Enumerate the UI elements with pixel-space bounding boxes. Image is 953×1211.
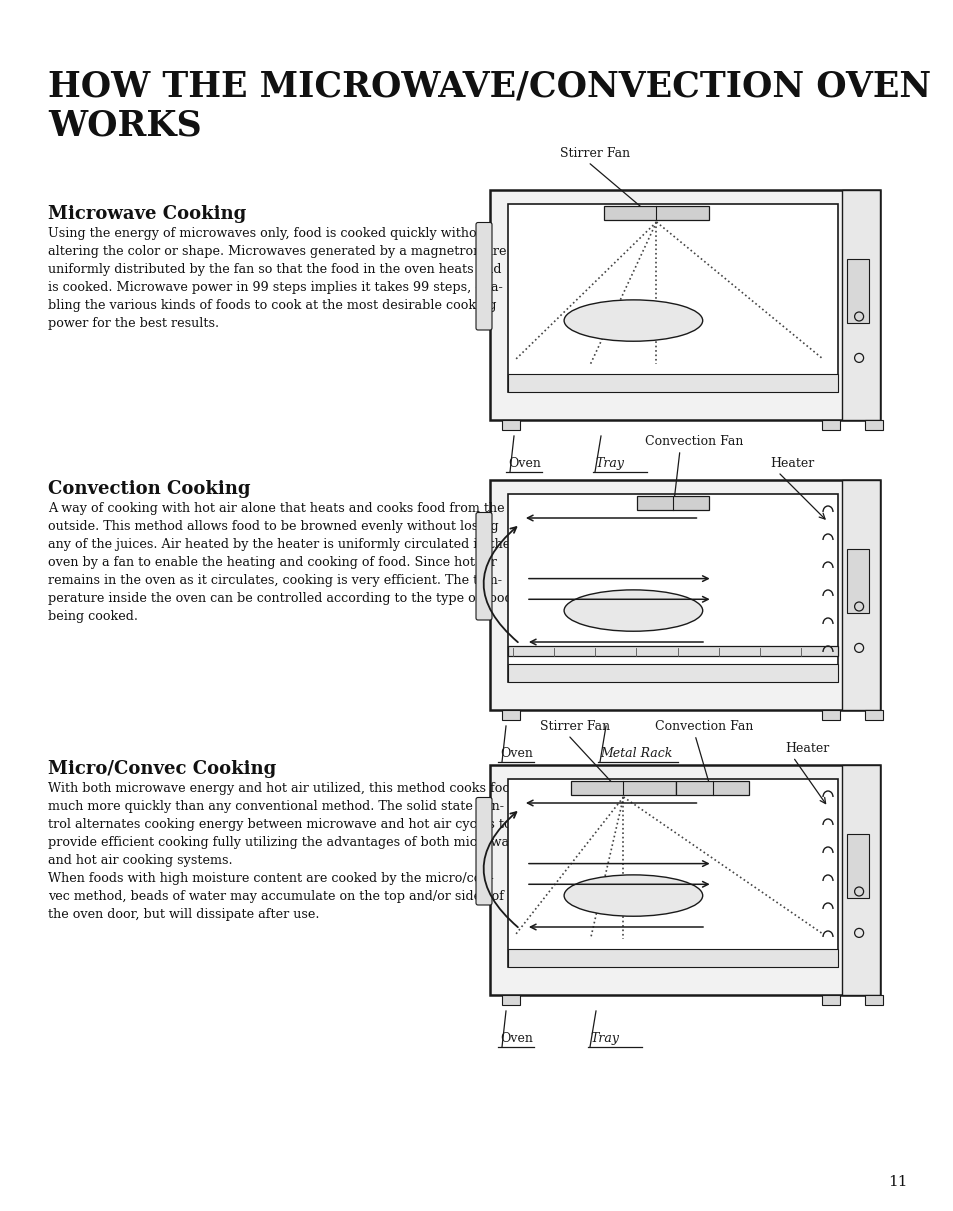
Bar (501, 710, 519, 721)
Bar (507, 494, 837, 682)
Bar (490, 190, 879, 420)
Text: Tray: Tray (589, 1032, 618, 1045)
FancyBboxPatch shape (476, 512, 492, 620)
Text: Convection Fan: Convection Fan (644, 435, 742, 448)
Ellipse shape (563, 874, 702, 917)
Bar (864, 995, 882, 1005)
Bar (603, 206, 709, 220)
Text: Convection Cooking: Convection Cooking (48, 480, 251, 498)
Bar (501, 995, 519, 1005)
Bar (507, 203, 837, 392)
Text: Tray: Tray (595, 457, 623, 470)
Bar (864, 420, 882, 430)
Bar (864, 710, 882, 721)
Text: With both microwave energy and hot air utilized, this method cooks food
much mor: With both microwave energy and hot air u… (48, 782, 523, 922)
Bar (841, 480, 879, 710)
Text: WORKS: WORKS (48, 108, 201, 142)
Text: A way of cooking with hot air alone that heats and cooks food from the
outside. : A way of cooking with hot air alone that… (48, 503, 512, 622)
Bar (507, 645, 837, 656)
Bar (676, 781, 748, 794)
Text: Oven: Oven (499, 1032, 533, 1045)
Text: Stirrer Fan: Stirrer Fan (539, 721, 610, 733)
Bar (841, 765, 879, 995)
Bar (507, 374, 837, 392)
Bar (636, 497, 709, 510)
Text: Oven: Oven (499, 747, 533, 761)
Text: Microwave Cooking: Microwave Cooking (48, 205, 246, 223)
Ellipse shape (563, 590, 702, 631)
Text: Convection Fan: Convection Fan (655, 721, 753, 733)
Bar (507, 949, 837, 968)
Bar (841, 190, 879, 420)
Text: Metal Rack: Metal Rack (599, 747, 672, 761)
Bar (846, 834, 868, 899)
Bar (846, 259, 868, 323)
Text: Heater: Heater (784, 742, 828, 754)
Bar (490, 765, 879, 995)
Bar (821, 420, 840, 430)
FancyBboxPatch shape (476, 798, 492, 905)
FancyBboxPatch shape (476, 223, 492, 331)
Bar (490, 480, 879, 710)
Text: HOW THE MICROWAVE/CONVECTION OVEN: HOW THE MICROWAVE/CONVECTION OVEN (48, 70, 930, 104)
Bar (501, 420, 519, 430)
Text: Micro/Convec Cooking: Micro/Convec Cooking (48, 761, 276, 777)
Text: Oven: Oven (507, 457, 540, 470)
Bar (507, 779, 837, 968)
Bar (821, 710, 840, 721)
Bar (846, 549, 868, 614)
Text: Using the energy of microwaves only, food is cooked quickly without
altering the: Using the energy of microwaves only, foo… (48, 226, 506, 331)
Bar (570, 781, 676, 794)
Bar (507, 664, 837, 682)
Ellipse shape (563, 300, 702, 342)
Text: 11: 11 (887, 1175, 907, 1189)
Text: Heater: Heater (769, 457, 814, 470)
Bar (821, 995, 840, 1005)
Text: Stirrer Fan: Stirrer Fan (559, 147, 630, 160)
